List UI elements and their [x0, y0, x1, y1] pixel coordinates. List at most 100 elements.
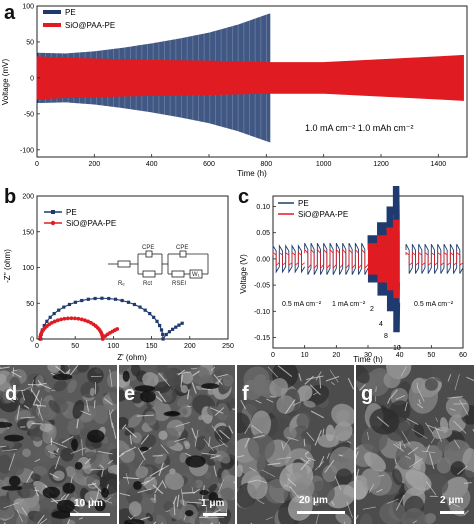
sem-edge	[305, 455, 312, 462]
sem-grain	[303, 400, 316, 408]
sem-edge	[9, 386, 19, 401]
sem-grain	[109, 386, 117, 405]
sem-edge	[267, 462, 281, 466]
series-b-pe-point	[155, 319, 159, 323]
circuit-re	[117, 260, 131, 268]
sem-edge	[315, 371, 322, 381]
sem-grain	[74, 498, 86, 508]
sem-edge	[404, 455, 411, 460]
sem-edge	[233, 481, 235, 484]
sem-edge	[192, 370, 200, 377]
ytick-label-b-3: 150	[22, 229, 34, 236]
sem-edge	[387, 498, 399, 504]
sem-edge	[16, 405, 21, 420]
sem-edge	[76, 418, 79, 429]
sem-grain	[180, 371, 194, 384]
sem-edge	[399, 441, 402, 449]
sem-grain	[67, 418, 84, 436]
sem-edge	[136, 414, 154, 417]
sem-edge	[330, 500, 335, 506]
sem-grain	[10, 460, 25, 476]
xtick-label-c-5: 50	[427, 352, 435, 359]
sem-grain	[158, 430, 168, 440]
sem-edge	[103, 398, 113, 406]
series-b-sio-point	[65, 316, 70, 321]
sem-pit	[8, 475, 21, 487]
sem-edge	[207, 516, 225, 519]
sem-grain	[47, 365, 61, 373]
sem-edge	[30, 388, 41, 403]
ytick-label-a-0: -100	[20, 147, 34, 154]
circuit-label-re: Rₑ	[118, 281, 125, 287]
sem-grain	[288, 494, 313, 521]
sem-grain	[195, 385, 202, 391]
sem-grain	[127, 413, 142, 428]
chart-c-xlabel: Time (h)	[353, 355, 383, 364]
sem-grain	[143, 476, 158, 490]
sem-grain	[42, 507, 53, 515]
sem-edge	[37, 380, 42, 385]
sem-grain	[142, 372, 159, 388]
series-b-pe-point	[107, 296, 111, 301]
chart-c-ann-7: 0.5 mA cm⁻²	[414, 301, 454, 308]
sem-edge	[50, 440, 68, 448]
sem-grain	[334, 421, 353, 442]
sem-edge	[367, 431, 370, 440]
sem-grain	[140, 434, 156, 450]
sem-edge	[430, 437, 435, 444]
sem-grain	[107, 464, 117, 475]
sem-edge	[425, 422, 434, 434]
panel-letter-d: d	[5, 383, 18, 405]
sem-edge	[161, 480, 167, 489]
sem-edge	[435, 426, 442, 443]
sem-grain	[276, 395, 296, 414]
sem-grain	[331, 403, 354, 427]
chart-c-ann-4: 4	[379, 321, 383, 328]
sem-grain	[169, 507, 183, 520]
sem-edge	[37, 514, 45, 524]
legend-a-sio-swatch	[43, 23, 61, 27]
sem-edge	[306, 431, 315, 442]
sem-edge	[426, 444, 431, 453]
legend-c-sio: SiO@PAA-PE	[298, 210, 348, 219]
sem-grain	[0, 454, 13, 474]
ytick-label-a-3: 50	[26, 39, 34, 46]
sem-grain	[76, 365, 90, 373]
sem-edge	[416, 386, 425, 402]
sem-edge	[356, 514, 359, 520]
series-b-pe-point	[161, 332, 165, 337]
chart-b-ylabel: -Z'' (ohm)	[3, 249, 12, 283]
scale-label-g: 2 μm	[440, 495, 464, 506]
sem-grain	[198, 415, 205, 421]
sem-grain	[135, 466, 149, 479]
sem-edge	[87, 482, 97, 486]
sem-edge	[38, 397, 42, 416]
sem-edge	[457, 465, 468, 475]
legend-b-pe-marker	[51, 210, 55, 214]
sem-grain	[237, 412, 250, 434]
sem-grain	[237, 464, 243, 478]
sem-edge	[326, 453, 330, 459]
sem-grain	[162, 368, 174, 379]
sem-edge	[210, 454, 221, 459]
series-b-sio-point	[79, 317, 84, 322]
sem-grain	[119, 463, 130, 480]
sem-grain	[215, 403, 230, 421]
sem-grain	[383, 370, 401, 389]
sem-edge	[186, 389, 190, 400]
sem-edge	[153, 521, 157, 524]
xtick-label-b-4: 200	[184, 343, 196, 350]
sem-grain	[366, 469, 392, 496]
sem-pit	[185, 509, 194, 517]
sem-grain	[182, 408, 188, 415]
ytick-label-a-4: 100	[22, 4, 34, 11]
sem-edge	[165, 510, 170, 512]
series-b-sio-point	[49, 320, 54, 325]
sem-grain	[176, 394, 193, 408]
xtick-label-a-2: 400	[146, 161, 158, 168]
series-b-pe-point	[100, 296, 104, 300]
sem-edge	[49, 472, 59, 479]
ytick-label-b-2: 100	[22, 265, 34, 272]
sem-grain	[413, 423, 425, 438]
sem-edge	[56, 447, 60, 453]
